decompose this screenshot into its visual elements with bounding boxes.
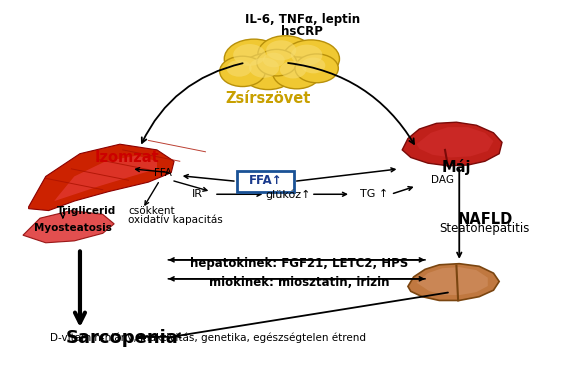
Polygon shape xyxy=(54,156,157,201)
Polygon shape xyxy=(408,264,499,300)
Polygon shape xyxy=(417,127,494,158)
Text: Izomzat: Izomzat xyxy=(94,150,159,165)
Circle shape xyxy=(266,40,296,60)
Text: DAG: DAG xyxy=(431,175,453,185)
Text: FFA: FFA xyxy=(154,168,172,178)
Circle shape xyxy=(249,58,279,78)
Circle shape xyxy=(282,40,339,78)
Text: Myosteatosis: Myosteatosis xyxy=(34,223,112,233)
Text: glükóz↑: glükóz↑ xyxy=(265,189,311,200)
Circle shape xyxy=(257,50,297,76)
Text: Sarcopenia: Sarcopenia xyxy=(66,329,179,347)
Text: oxidatív kapacitás: oxidatív kapacitás xyxy=(129,215,223,225)
Circle shape xyxy=(258,36,313,72)
Text: Steatohepatitis: Steatohepatitis xyxy=(440,222,530,235)
Polygon shape xyxy=(29,144,174,211)
Circle shape xyxy=(233,44,266,66)
Polygon shape xyxy=(402,122,502,166)
Text: Máj: Máj xyxy=(442,159,471,175)
Circle shape xyxy=(226,60,251,77)
Text: miokinek: miosztatin, irizin: miokinek: miosztatin, irizin xyxy=(210,276,390,289)
Circle shape xyxy=(241,53,296,89)
Polygon shape xyxy=(417,267,488,295)
Text: hsCRP: hsCRP xyxy=(282,25,324,38)
Text: FFA↑: FFA↑ xyxy=(249,174,282,187)
Circle shape xyxy=(224,39,283,79)
Circle shape xyxy=(291,45,322,65)
Circle shape xyxy=(301,58,325,74)
Text: hepatokinek: FGF21, LETC2, HPS: hepatokinek: FGF21, LETC2, HPS xyxy=(190,257,409,270)
Text: Triglicerid: Triglicerid xyxy=(57,205,116,216)
Circle shape xyxy=(219,56,265,87)
Text: NAFLD: NAFLD xyxy=(457,212,513,228)
Text: TG ↑: TG ↑ xyxy=(360,189,388,199)
Circle shape xyxy=(295,54,338,83)
Text: Zsírszövet: Zsírszövet xyxy=(225,91,311,106)
Circle shape xyxy=(280,61,306,79)
Text: D-vitamin-hiány, inaktivitás, genetika, egészségtelen étrend: D-vitamin-hiány, inaktivitás, genetika, … xyxy=(50,332,366,343)
Text: IL-6, TNFα, leptin: IL-6, TNFα, leptin xyxy=(245,13,360,26)
Text: csökkent: csökkent xyxy=(129,205,175,216)
Circle shape xyxy=(262,53,285,67)
Polygon shape xyxy=(23,211,114,243)
FancyBboxPatch shape xyxy=(237,171,294,192)
Text: IR: IR xyxy=(191,189,203,199)
Circle shape xyxy=(273,57,321,89)
